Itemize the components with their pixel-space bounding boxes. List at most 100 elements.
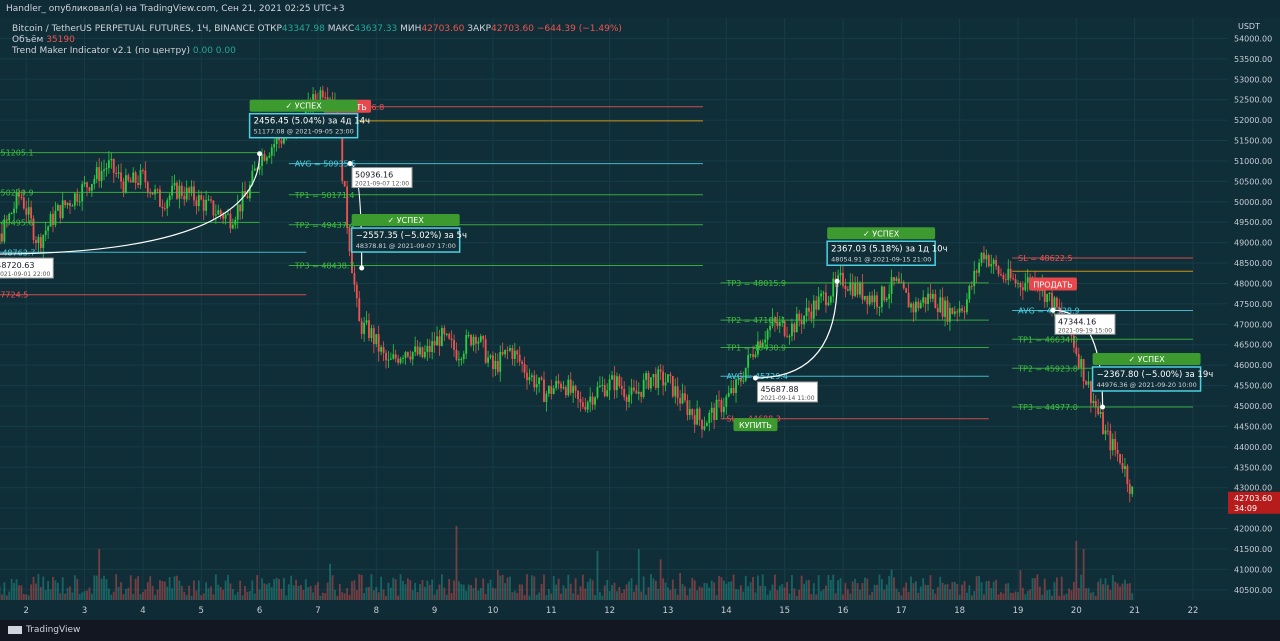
candle-body — [115, 173, 118, 175]
candle-body — [727, 393, 730, 397]
candle-body — [1094, 400, 1097, 408]
volume-bar — [569, 583, 572, 600]
volume-bar — [1116, 583, 1119, 600]
volume-bar — [973, 591, 976, 600]
volume-bar — [465, 590, 468, 600]
candle-body — [59, 205, 62, 219]
volume-bar — [241, 595, 244, 600]
volume-bar — [849, 593, 852, 600]
volume-bar — [159, 580, 161, 600]
price-chart[interactable]: TP3 = 51205.1 TP2 = 50229.9 TP1 = 49495.6 A… — [0, 18, 1228, 600]
volume-bar — [370, 574, 373, 600]
candle-body — [521, 361, 524, 364]
volume-bar — [776, 590, 779, 600]
candle-body — [564, 387, 567, 396]
candle-body — [846, 289, 849, 291]
volume-bar — [168, 577, 171, 600]
time-tick-label: 3 — [82, 606, 87, 616]
candle-body — [176, 182, 178, 199]
volume-bar — [650, 574, 652, 600]
candle-body — [919, 302, 922, 309]
candle-body — [759, 341, 762, 348]
volume-bar — [1075, 540, 1078, 600]
candle-body — [389, 358, 392, 360]
candle-body — [893, 277, 895, 281]
candle-body — [990, 263, 993, 267]
volume-bar — [827, 575, 830, 600]
volume-bar — [737, 589, 740, 600]
candle-body — [963, 311, 966, 313]
candle-body — [504, 349, 507, 355]
volume-bar — [581, 574, 584, 600]
price-axis[interactable]: 54000.00 53500.00 53000.00 52500.00 52000.00… — [1228, 18, 1280, 600]
volume-bar — [37, 574, 40, 600]
volume-bar — [727, 581, 730, 600]
candle-body — [1017, 282, 1019, 284]
candle-body — [693, 415, 696, 425]
volume-bar — [535, 594, 538, 600]
volume-bar — [5, 595, 8, 600]
volume-bar — [343, 593, 346, 600]
trade-result: ✓ УСПЕХ — [285, 102, 322, 111]
volume-bar — [455, 526, 458, 600]
candle-body — [555, 380, 558, 389]
volume-bar — [107, 588, 110, 600]
volume-bar — [270, 587, 273, 600]
open-value: 43347.98 — [281, 24, 325, 34]
sell-signal-label: ПРОДАТЬ — [1033, 280, 1072, 289]
countdown-label: 34:09 — [1234, 504, 1257, 513]
candle-body — [973, 270, 976, 286]
volume-bar — [207, 588, 210, 600]
volume-bar — [662, 578, 665, 600]
volume-bar — [489, 579, 492, 600]
time-tick-label: 11 — [546, 606, 557, 616]
candle-body — [346, 186, 349, 228]
candle-body — [319, 90, 322, 103]
volume-bar — [1092, 591, 1095, 600]
volume-bar — [423, 586, 426, 600]
level-label: TP2 = 45923.8 — [1017, 364, 1078, 373]
volume-bar — [112, 591, 115, 600]
candle-body — [871, 295, 874, 303]
candle-body — [397, 358, 400, 363]
chart-area[interactable]: TP3 = 51205.1 TP2 = 50229.9 TP1 = 49495.6 A… — [0, 18, 1228, 600]
volume-bar — [1089, 592, 1092, 600]
volume-bar — [851, 581, 854, 600]
volume-bar — [871, 591, 874, 600]
change-value: −644.39 (−1.49%) — [536, 24, 622, 34]
volume-bar — [372, 590, 375, 600]
volume-bar — [149, 576, 152, 600]
volume-bar — [555, 584, 558, 600]
volume-bar — [526, 574, 528, 600]
candle-body — [18, 192, 20, 197]
candle-body — [3, 219, 6, 242]
candle-body — [1053, 297, 1056, 311]
volume-bar — [825, 585, 827, 600]
volume-bar — [460, 584, 463, 600]
time-axis[interactable]: 2 3 4 5 6 7 8 9 10 11 12 13 14 15 16 17 18 19 20 21 22 — [0, 600, 1228, 620]
candle-body — [708, 412, 711, 423]
candle-body — [769, 325, 771, 331]
trade-stats-box — [248, 112, 359, 139]
candle-body — [15, 192, 18, 209]
volume-bar — [735, 589, 737, 600]
candle-body — [438, 336, 441, 346]
candle-body — [120, 172, 122, 182]
candle-body — [654, 374, 657, 388]
volume-bar — [628, 581, 630, 600]
candle-body — [557, 380, 560, 384]
volume-bar — [710, 580, 713, 600]
candle-body — [985, 255, 988, 260]
volume-bar — [1065, 593, 1068, 600]
volume-bar — [404, 584, 407, 600]
volume-bar — [185, 595, 188, 600]
candle-body — [368, 320, 370, 339]
volume-bar — [8, 591, 11, 600]
volume-bar — [297, 585, 300, 600]
volume-bar — [1041, 594, 1044, 600]
volume-bar — [637, 549, 640, 600]
candle-body — [744, 367, 747, 381]
volume-bar — [421, 580, 424, 600]
candle-body — [798, 313, 801, 321]
volume-bar — [42, 576, 45, 600]
